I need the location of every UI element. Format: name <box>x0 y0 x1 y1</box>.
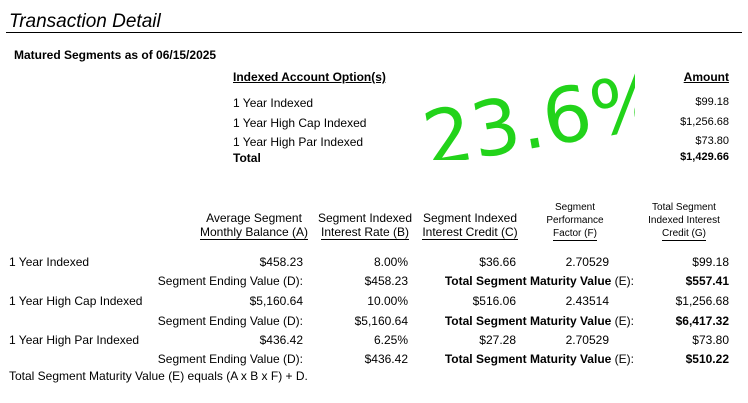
segment-name: 1 Year High Par Indexed <box>9 333 140 347</box>
interest-rate-value: 10.00% <box>367 294 408 308</box>
ending-value-label: Segment Ending Value (D): <box>157 352 303 366</box>
total-credit-value: $73.80 <box>692 333 729 347</box>
interest-credit-value: $516.06 <box>472 294 516 308</box>
performance-factor-value: 2.43514 <box>565 294 609 308</box>
header-interest-credit: Segment Indexed Interest Credit (C) <box>422 211 518 240</box>
summary-total-label: Total <box>233 151 261 165</box>
footnote: Total Segment Maturity Value (E) equals … <box>9 369 308 383</box>
performance-factor-value: 2.70529 <box>565 255 609 269</box>
segment-name: 1 Year High Cap Indexed <box>9 294 143 308</box>
summary-row-label: 1 Year High Cap Indexed <box>233 116 367 130</box>
col-header-option: Indexed Account Option(s) <box>233 70 386 84</box>
maturity-value-amount: $557.41 <box>685 274 729 288</box>
total-credit-value: $99.18 <box>692 255 729 269</box>
summary-row-amount: $73.80 <box>695 135 729 147</box>
title-divider <box>6 32 742 33</box>
segment-name: 1 Year Indexed <box>9 255 90 269</box>
ending-value-amount: $436.42 <box>364 352 408 366</box>
avg-balance-value: $5,160.64 <box>249 294 303 308</box>
handwritten-percent: 23.6% <box>420 55 635 160</box>
interest-rate-value: 8.00% <box>373 255 408 269</box>
maturity-value-label: Total Segment Maturity Value (E): <box>444 314 634 328</box>
maturity-value-label: Total Segment Maturity Value (E): <box>444 274 634 288</box>
header-performance-factor: Segment Performance Factor (F) <box>546 202 604 241</box>
handwritten-annotation: 23.6% <box>420 55 635 160</box>
header-avg-balance: Average Segment Monthly Balance (A) <box>199 211 309 240</box>
interest-credit-value: $36.66 <box>479 255 516 269</box>
avg-balance-value: $458.23 <box>259 255 303 269</box>
ending-value-amount: $5,160.64 <box>354 314 408 328</box>
maturity-value-amount: $510.22 <box>685 352 729 366</box>
summary-row-label: 1 Year High Par Indexed <box>233 135 364 149</box>
page-title: Transaction Detail <box>9 11 161 32</box>
ending-value-label: Segment Ending Value (D): <box>157 314 303 328</box>
total-credit-value: $1,256.68 <box>675 294 729 308</box>
header-total-credit: Total Segment Indexed Interest Credit (G… <box>648 202 720 241</box>
avg-balance-value: $436.42 <box>259 333 303 347</box>
summary-row-amount: $99.18 <box>695 96 729 108</box>
ending-value-amount: $458.23 <box>364 274 408 288</box>
interest-rate-value: 6.25% <box>373 333 408 347</box>
performance-factor-value: 2.70529 <box>565 333 609 347</box>
header-interest-rate: Segment Indexed Interest Rate (B) <box>317 211 413 240</box>
col-header-amount: Amount <box>683 70 729 84</box>
ending-value-label: Segment Ending Value (D): <box>157 274 303 288</box>
summary-row-amount: $1,256.68 <box>680 116 729 128</box>
maturity-value-label: Total Segment Maturity Value (E): <box>444 352 634 366</box>
maturity-value-amount: $6,417.32 <box>675 314 729 328</box>
summary-row-label: 1 Year Indexed <box>233 96 314 110</box>
summary-total-amount: $1,429.66 <box>680 151 729 163</box>
interest-credit-value: $27.28 <box>479 333 516 347</box>
matured-segments-heading: Matured Segments as of 06/15/2025 <box>14 48 217 62</box>
